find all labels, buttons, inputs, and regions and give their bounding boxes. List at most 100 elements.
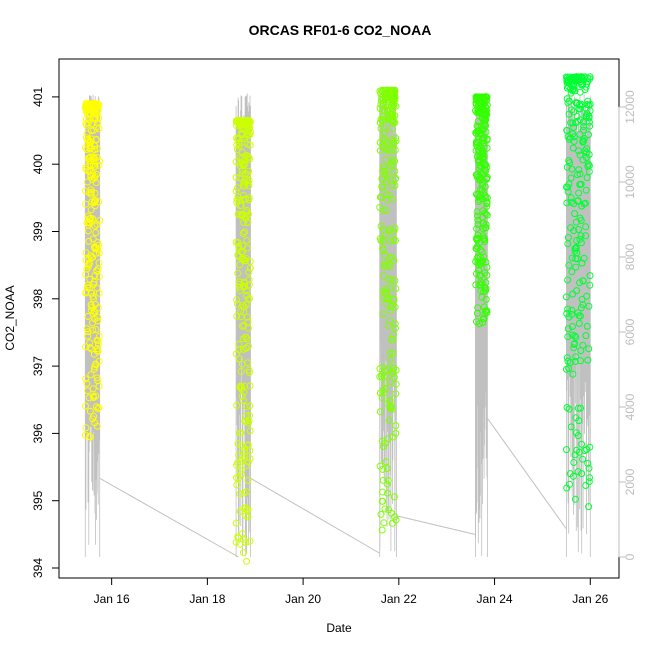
- data-point: [564, 325, 572, 333]
- data-point: [241, 257, 249, 265]
- altitude-line: [99, 477, 239, 558]
- data-point: [572, 429, 580, 437]
- data-point: [569, 144, 577, 152]
- data-point: [383, 190, 391, 198]
- data-point: [93, 422, 101, 430]
- data-point: [566, 359, 574, 366]
- data-point: [86, 407, 94, 415]
- y2-tick-label: 6000: [623, 318, 637, 345]
- data-point: [576, 180, 584, 188]
- data-point: [391, 182, 399, 189]
- data-point: [478, 182, 486, 190]
- data-point: [87, 153, 95, 161]
- co2-points: [81, 73, 594, 565]
- data-point: [474, 123, 482, 131]
- data-point: [574, 404, 582, 412]
- data-point: [238, 170, 246, 178]
- data-point: [377, 222, 385, 230]
- data-point: [583, 322, 591, 330]
- data-point: [232, 158, 240, 166]
- altitude-line: [486, 417, 567, 530]
- data-point: [474, 304, 482, 312]
- data-point: [236, 159, 244, 167]
- data-point: [563, 446, 570, 454]
- data-point: [246, 402, 254, 410]
- data-point: [233, 350, 240, 358]
- data-point: [476, 272, 484, 280]
- data-point: [86, 284, 94, 292]
- data-point: [236, 261, 244, 269]
- data-point: [95, 114, 103, 122]
- altitude-line: [250, 477, 380, 554]
- data-point: [90, 278, 98, 286]
- data-point: [566, 470, 574, 478]
- data-point: [391, 112, 399, 120]
- data-point: [246, 411, 253, 419]
- data-point: [243, 335, 251, 343]
- data-point: [241, 182, 248, 190]
- data-point: [95, 249, 103, 257]
- data-point: [244, 130, 252, 138]
- data-point: [239, 230, 247, 237]
- data-point: [476, 246, 484, 254]
- data-point: [583, 174, 591, 182]
- data-point: [571, 495, 579, 503]
- data-point: [481, 310, 489, 318]
- data-point: [565, 180, 573, 188]
- data-point: [237, 313, 245, 321]
- data-point: [240, 303, 248, 311]
- altitude-profile: [566, 93, 591, 557]
- data-point: [565, 110, 573, 118]
- data-point: [569, 370, 577, 378]
- data-point: [573, 287, 581, 295]
- data-point: [244, 140, 252, 148]
- data-point: [481, 192, 489, 200]
- data-point: [475, 176, 483, 184]
- data-point: [385, 275, 393, 283]
- data-point: [243, 206, 251, 214]
- data-point: [575, 320, 583, 327]
- data-point: [236, 202, 244, 210]
- data-point: [563, 404, 571, 411]
- data-point: [483, 202, 491, 210]
- data-point: [564, 276, 572, 284]
- data-point: [567, 134, 574, 142]
- data-point: [578, 295, 586, 303]
- data-point: [473, 153, 481, 161]
- data-point: [378, 526, 386, 534]
- data-point: [82, 120, 90, 128]
- data-point: [383, 295, 391, 303]
- data-point: [392, 390, 400, 398]
- data-point: [478, 279, 486, 287]
- data-point: [236, 540, 244, 548]
- data-point: [380, 124, 388, 132]
- data-point: [244, 359, 252, 367]
- data-point: [562, 293, 570, 301]
- data-point: [235, 474, 243, 482]
- data-point: [571, 357, 579, 365]
- chart-title: ORCAS RF01-6 CO2_NOAA: [249, 22, 432, 38]
- data-point: [246, 427, 254, 435]
- data-point: [243, 506, 251, 514]
- data-point: [244, 342, 252, 350]
- data-point: [392, 174, 400, 182]
- data-point: [479, 232, 487, 240]
- data-point: [82, 270, 90, 278]
- data-point: [382, 458, 390, 466]
- data-point: [244, 219, 252, 227]
- data-point: [379, 107, 386, 115]
- data-point: [245, 268, 253, 276]
- data-point: [582, 482, 590, 489]
- data-point: [570, 137, 578, 145]
- data-point: [584, 97, 592, 105]
- data-point: [481, 111, 489, 119]
- data-point: [572, 414, 580, 422]
- data-point: [382, 156, 390, 163]
- data-point: [380, 246, 387, 254]
- data-point: [573, 113, 581, 120]
- data-point: [391, 157, 399, 165]
- data-point: [234, 533, 242, 541]
- data-point: [242, 417, 250, 425]
- y2-tick-label: 10000: [623, 165, 637, 199]
- data-point: [473, 122, 481, 130]
